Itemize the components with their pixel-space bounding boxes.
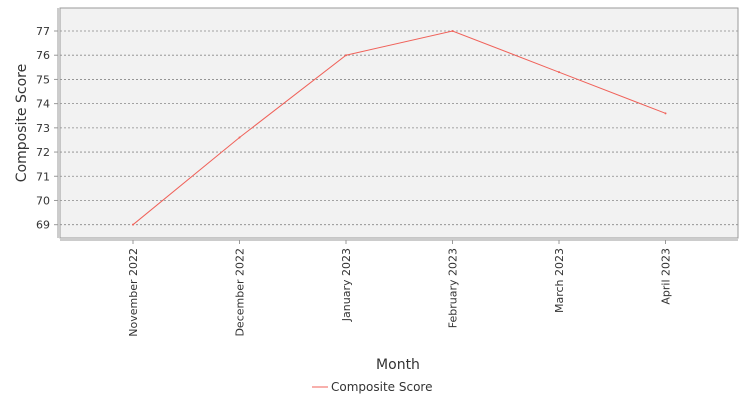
series-layer: [132, 30, 667, 226]
y-tick-label: 70: [36, 194, 50, 207]
legend-label: Composite Score: [331, 380, 432, 394]
x-axis: November 2022 December 2022 January 2023 Fe…: [60, 239, 738, 337]
x-tick-label: January 2023: [340, 248, 353, 322]
gridlines: [60, 30, 738, 226]
x-tick-label: April 2023: [660, 248, 673, 305]
plot-background: [60, 8, 738, 238]
y-tick-label: 75: [36, 73, 50, 86]
y-tick-label: 69: [36, 219, 50, 232]
data-point: [132, 223, 134, 226]
data-point: [558, 71, 560, 74]
y-tick-label: 71: [36, 170, 50, 183]
y-tick-label: 74: [36, 98, 50, 111]
data-point: [238, 136, 241, 139]
x-tick-label: November 2022: [127, 248, 140, 337]
y-axis: 69 70 71 72 73 74 75 76 77: [36, 8, 59, 238]
y-tick-label: 77: [36, 25, 50, 38]
x-axis-title: Month: [376, 357, 420, 373]
y-tick-label: 72: [36, 146, 50, 159]
y-axis-title: Composite Score: [14, 64, 30, 182]
legend: Composite Score: [312, 380, 432, 394]
x-tick-label: February 2023: [447, 248, 460, 328]
x-tick-label: March 2023: [553, 248, 566, 313]
data-point: [664, 112, 667, 115]
x-tick-label: December 2022: [234, 248, 247, 337]
plot-border: [59, 7, 739, 239]
data-point: [451, 30, 454, 32]
y-tick-label: 76: [36, 49, 50, 62]
series-line: [132, 30, 666, 226]
data-point: [345, 54, 347, 57]
y-tick-label: 73: [36, 122, 50, 135]
